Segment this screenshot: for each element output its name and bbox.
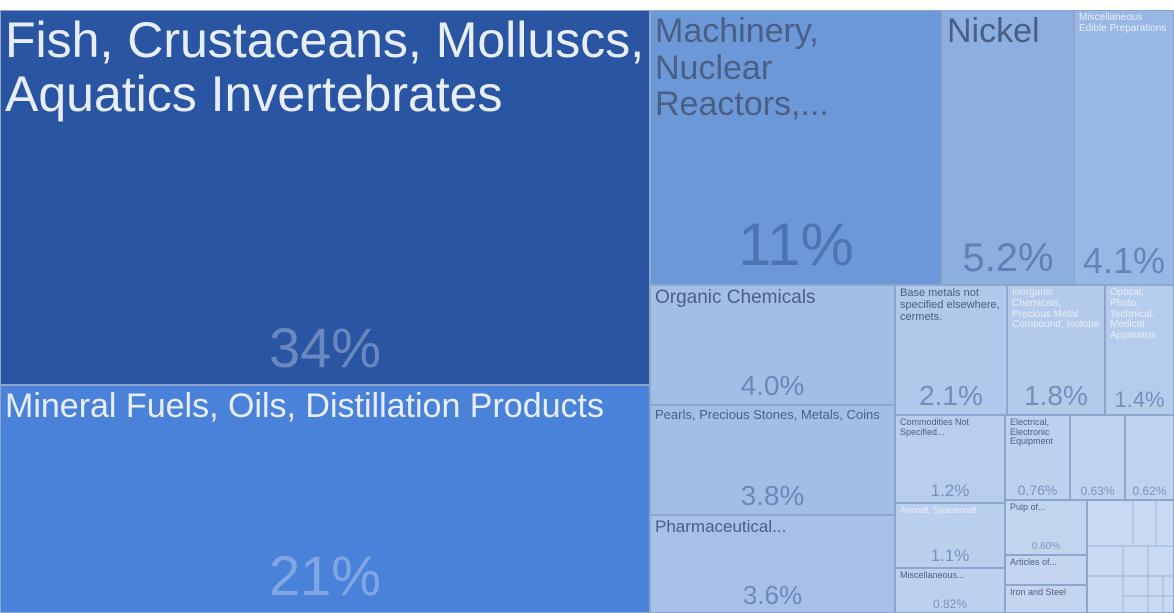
small-cells xyxy=(1087,500,1174,613)
treemap-cell: 0.63% xyxy=(1070,415,1125,500)
cell-label: Optical, Photo, Technical, Medical Appar… xyxy=(1110,287,1156,342)
cell-label: Machinery, Nuclear Reactors,... xyxy=(655,12,829,124)
cell-value: 21% xyxy=(268,543,382,607)
cell-label: Mineral Fuels, Oils, Distillation Produc… xyxy=(5,387,604,425)
cell-label: Base metals not specified elsewhere, cer… xyxy=(900,287,1000,323)
cell-value: 0.60% xyxy=(1031,541,1061,552)
treemap-cell: Iron and Steel xyxy=(1005,585,1087,613)
cell-value: 1.4% xyxy=(1114,386,1165,412)
cell-value: 0.76% xyxy=(1017,481,1058,498)
cell-label: Pulp of... xyxy=(1010,502,1046,512)
cell-label: Pearls, Precious Stones, Metals, Coins xyxy=(655,407,880,422)
cell-value: 2.1% xyxy=(919,379,983,411)
cell-value: 3.8% xyxy=(740,479,805,511)
cell-label: Electrical, Electronic Equipment xyxy=(1010,417,1054,447)
treemap-cell: Pulp of... 0.60% xyxy=(1005,500,1087,555)
cell-label: Nickel xyxy=(947,12,1040,50)
treemap-cell: Inorganic Chemicals, Precious Metal Comp… xyxy=(1007,285,1105,415)
treemap-cell: Electrical, Electronic Equipment 0.76% xyxy=(1005,415,1070,500)
cell-label: Miscellaneous Edible Preparations xyxy=(1079,12,1167,34)
cell-value: 3.6% xyxy=(742,580,803,611)
treemap-cell: Miscellaneous... 0.82% xyxy=(895,568,1005,613)
cell-label: Articles of... xyxy=(1010,557,1058,567)
cell-value: 1.8% xyxy=(1024,379,1088,411)
treemap-cell: Optical, Photo, Technical, Medical Appar… xyxy=(1105,285,1174,415)
treemap-cell: Organic Chemicals 4.0% xyxy=(650,285,895,405)
cell-value: 4.1% xyxy=(1082,239,1166,281)
treemap-cell: Pharmaceutical... 3.6% xyxy=(650,515,895,613)
treemap-cell: Pearls, Precious Stones, Metals, Coins 3.… xyxy=(650,405,895,515)
treemap-cell: Miscellaneous Edible Preparations 4.1% xyxy=(1074,10,1174,285)
cell-value: 4.0% xyxy=(740,369,805,401)
cell-label: Aircraft, Spacecraft xyxy=(900,505,977,515)
treemap-cell: Aircraft, Spacecraft 1.1% xyxy=(895,503,1005,568)
cell-value: 0.82% xyxy=(932,597,968,611)
cell-value: 1.2% xyxy=(930,481,970,501)
small-cells-grid xyxy=(1088,501,1173,612)
treemap-cell: Mineral Fuels, Oils, Distillation Produc… xyxy=(0,385,650,613)
cell-value: 0.63% xyxy=(1080,484,1115,498)
cell-value: 1.1% xyxy=(930,546,970,566)
cell-label: Organic Chemicals xyxy=(655,287,816,308)
cell-value: 0.62% xyxy=(1132,484,1167,498)
cell-value: 11% xyxy=(738,211,854,278)
cell-value: 5.2% xyxy=(962,236,1054,280)
cell-value: 34% xyxy=(268,315,382,379)
treemap-cell: Fish, Crustaceans, Molluscs, Aquatics In… xyxy=(0,10,650,385)
cell-label: Commodities Not Specified... xyxy=(900,417,970,437)
treemap-cell: Nickel 5.2% xyxy=(942,10,1074,285)
treemap-cell: 0.62% xyxy=(1125,415,1174,500)
cell-label: Miscellaneous... xyxy=(900,570,965,580)
treemap-cell: Machinery, Nuclear Reactors,... 11% xyxy=(650,10,942,285)
cell-label: Pharmaceutical... xyxy=(655,517,787,536)
treemap-cell: Base metals not specified elsewhere, cer… xyxy=(895,285,1007,415)
cell-label: Fish, Crustaceans, Molluscs, Aquatics In… xyxy=(5,12,645,122)
treemap-cell: Commodities Not Specified... 1.2% xyxy=(895,415,1005,503)
cell-label: Iron and Steel xyxy=(1010,587,1067,597)
cell-label: Inorganic Chemicals, Precious Metal Comp… xyxy=(1012,287,1100,331)
treemap-cell: Articles of... xyxy=(1005,555,1087,585)
